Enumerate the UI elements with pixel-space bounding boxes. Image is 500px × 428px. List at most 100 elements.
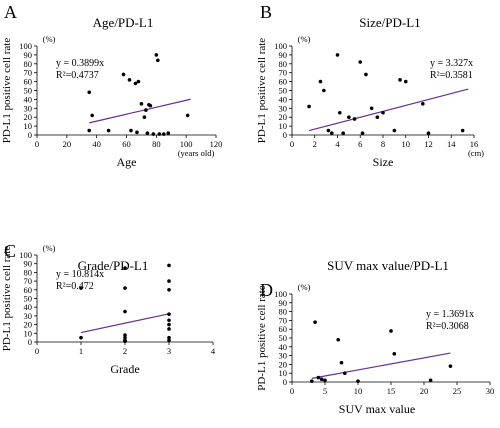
y-tick-label: 80: [279, 307, 288, 317]
data-point: [369, 106, 374, 111]
y-tick-label: 70: [279, 315, 288, 325]
data-point: [154, 53, 159, 57]
x-tick-label: 16: [470, 139, 479, 149]
x-tick-label: 120: [210, 139, 223, 149]
y-tick-label: 10: [279, 121, 288, 131]
data-point: [123, 333, 127, 337]
data-point: [156, 58, 160, 63]
x-tick-label: 10: [354, 386, 363, 396]
regression-equation: y = 10.814x: [56, 269, 104, 280]
x-tick-label: 20: [420, 386, 429, 396]
r-squared-label: R²=0.472: [56, 281, 94, 292]
data-point: [341, 131, 345, 136]
y-tick-label: 80: [24, 59, 33, 69]
data-point: [167, 288, 171, 292]
data-point: [421, 102, 425, 106]
y-unit-label: (%): [298, 282, 311, 292]
x-tick-label: 3: [167, 346, 171, 356]
data-point: [322, 88, 326, 93]
y-tick-label: 0: [28, 130, 32, 140]
regression-equation: y = 0.3899x: [56, 58, 104, 69]
y-tick-label: 40: [24, 94, 33, 104]
y-tick-label: 60: [279, 324, 288, 334]
x-tick-label: 100: [180, 139, 193, 149]
x-unit-label: (years old): [178, 148, 215, 158]
x-tick-label: 4: [211, 346, 216, 356]
panel-title: Grade/PD-L1: [78, 258, 149, 273]
data-point: [123, 335, 127, 340]
data-point: [428, 378, 433, 383]
x-axis-label: Age: [117, 155, 137, 169]
y-tick-label: 100: [274, 41, 287, 51]
data-point: [161, 132, 166, 136]
r-squared-label: R²=0.3068: [426, 321, 469, 332]
y-tick-label: 50: [279, 86, 288, 96]
regression-equation: y = 1.3691x: [426, 309, 474, 320]
x-tick-label: 0: [35, 139, 39, 149]
y-tick-label: 20: [24, 320, 33, 330]
y-tick-label: 20: [279, 112, 288, 122]
data-point: [167, 327, 171, 331]
y-tick-label: 10: [24, 121, 33, 131]
data-point: [307, 104, 311, 109]
y-axis-label: PD-L1 positive cell rate: [1, 246, 13, 352]
data-point: [185, 113, 190, 118]
data-point: [389, 329, 393, 333]
data-point: [316, 375, 321, 380]
y-tick-label: 60: [24, 285, 33, 295]
panel-letter: C: [4, 241, 16, 261]
y-tick-label: 80: [279, 59, 288, 69]
data-point: [352, 117, 357, 121]
data-point: [356, 379, 360, 383]
y-tick-label: 50: [279, 333, 288, 343]
x-tick-label: 15: [387, 386, 396, 396]
y-axis-label: PD-L1 positive cell rate: [1, 38, 13, 144]
r-squared-label: R²=0.3581: [430, 70, 473, 81]
panel-title: Age/PD-L1: [93, 15, 154, 30]
data-point: [336, 337, 341, 342]
y-tick-label: 90: [279, 298, 288, 308]
data-point: [151, 132, 156, 136]
data-point: [426, 131, 431, 136]
y-tick-label: 40: [24, 302, 33, 312]
data-point: [133, 81, 138, 86]
y-tick-label: 100: [19, 250, 32, 260]
data-point: [337, 110, 342, 115]
data-point: [326, 128, 331, 133]
y-tick-label: 20: [279, 359, 288, 369]
y-tick-label: 40: [279, 342, 288, 352]
data-point: [339, 360, 344, 365]
panel-title: SUV max value/PD-L1: [327, 258, 449, 273]
x-axis-label: SUV max value: [339, 402, 415, 416]
x-tick-label: 60: [122, 139, 131, 149]
x-tick-label: 30: [486, 386, 495, 396]
y-tick-label: 70: [279, 68, 288, 78]
data-point: [106, 128, 111, 133]
trend-line: [89, 98, 191, 124]
data-point: [398, 78, 402, 82]
data-point: [136, 79, 141, 84]
data-point: [335, 53, 340, 57]
data-point: [123, 286, 127, 290]
data-point: [167, 312, 171, 316]
data-point: [375, 115, 380, 119]
y-tick-label: 30: [279, 351, 288, 361]
data-point: [90, 113, 94, 118]
regression-equation: y = 3.327x: [430, 58, 473, 69]
trend-line: [80, 313, 170, 334]
data-point: [392, 352, 397, 356]
y-tick-label: 60: [279, 77, 288, 87]
y-tick-label: 0: [28, 337, 32, 347]
data-point: [142, 115, 147, 119]
y-tick-label: 90: [24, 50, 33, 60]
data-point: [166, 131, 171, 136]
data-point: [358, 60, 363, 64]
x-tick-label: 80: [152, 139, 161, 149]
data-point: [330, 131, 334, 136]
data-point: [87, 128, 92, 133]
x-tick-label: 12: [424, 139, 433, 149]
